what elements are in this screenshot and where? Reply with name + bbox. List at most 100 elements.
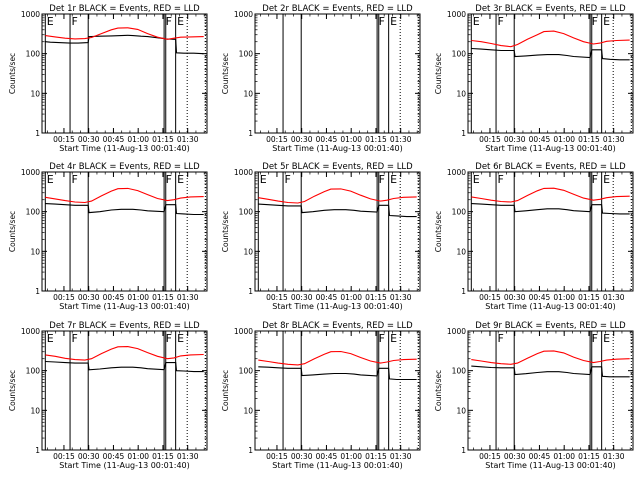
y-tick-label: 1 [35,129,40,138]
series-line-lld [45,187,204,204]
x-axis-label: Start Time (11-Aug-13 00:01:40) [485,461,616,470]
detector-panel-4: Det 4r BLACK = Events, RED = LLD 1 10 100 10… [8,162,208,311]
x-tick-label: 01:00 [127,135,149,144]
interval-marker-label: E [177,332,184,345]
detector-panel-8: Det 8r BLACK = Events, RED = LLD 1 10 100 10… [221,321,421,470]
series-line-lld [471,187,630,203]
interval-marker-label: E [177,15,184,28]
x-tick-label: 01:00 [553,293,575,302]
x-axis-label: Start Time (11-Aug-13 00:01:40) [272,461,403,470]
series-line-events [471,365,630,378]
y-tick-label: 1 [461,129,466,138]
x-tick-label: 01:30 [177,293,199,302]
x-tick-label: 01:30 [390,293,412,302]
plot-frame [254,171,421,292]
panel-title: Det 9r BLACK = Events, RED = LLD [475,321,626,331]
x-tick-label: 00:15 [53,452,75,461]
y-axis-label: Counts/sec [434,53,443,94]
x-axis-label: Start Time (11-Aug-13 00:01:40) [59,461,190,470]
series-line-events [258,366,417,381]
y-tick-label: 1 [248,446,253,455]
x-axis-label: Start Time (11-Aug-13 00:01:40) [272,302,403,311]
y-axis-label: Counts/sec [8,211,17,252]
interval-marker-label: E [473,173,480,186]
panel-title: Det 1r BLACK = Events, RED = LLD [49,4,200,14]
series-line-lld [258,350,417,366]
y-tick-label: 100 [452,50,467,59]
x-tick-label: 01:00 [340,452,362,461]
interval-marker-label: F [592,15,598,28]
interval-marker-label: F [166,15,172,28]
series-line-lld [45,27,204,40]
interval-marker-label: E [47,332,54,345]
y-tick-label: 1000 [447,327,466,336]
x-tick-label: 00:30 [78,452,100,461]
panel-title: Det 2r BLACK = Events, RED = LLD [262,4,413,14]
x-tick-label: 01:15 [365,452,387,461]
x-tick-label: 01:30 [390,135,412,144]
plot-frame [41,13,208,134]
x-tick-label: 00:45 [103,452,125,461]
x-tick-label: 01:00 [340,293,362,302]
x-tick-label: 00:15 [53,135,75,144]
y-tick-label: 1 [35,446,40,455]
x-axis-label: Start Time (11-Aug-13 00:01:40) [485,144,616,153]
interval-marker-label: F [498,15,504,28]
interval-marker-label: E [603,332,610,345]
x-tick-label: 00:30 [291,452,313,461]
interval-marker-label: E [260,173,267,186]
x-tick-label: 00:30 [78,293,100,302]
y-tick-label: 1 [461,446,466,455]
interval-marker-label: F [72,173,78,186]
detector-panel-6: Det 6r BLACK = Events, RED = LLD 1 10 100 10… [434,162,634,311]
x-axis-label: Start Time (11-Aug-13 00:01:40) [485,302,616,311]
x-tick-label: 00:15 [266,293,288,302]
y-axis-label: Counts/sec [221,53,230,94]
interval-marker-label: F [498,332,504,345]
x-tick-label: 00:45 [316,452,338,461]
y-tick-label: 10 [30,406,40,415]
x-tick-label: 01:00 [340,135,362,144]
panel-title: Det 4r BLACK = Events, RED = LLD [49,162,200,172]
detector-panel-7: Det 7r BLACK = Events, RED = LLD 1 10 100 10… [8,321,208,470]
x-tick-label: 01:30 [603,135,625,144]
interval-marker-label: E [603,173,610,186]
y-tick-label: 100 [26,367,41,376]
y-tick-label: 100 [452,208,467,217]
detector-panel-9: Det 9r BLACK = Events, RED = LLD 1 10 100 10… [434,321,634,470]
y-tick-label: 100 [26,50,41,59]
plot-frame [254,13,421,134]
interval-marker-label: E [47,173,54,186]
x-tick-label: 01:15 [578,135,600,144]
y-tick-label: 10 [243,247,253,256]
x-axis-label: Start Time (11-Aug-13 00:01:40) [59,144,190,153]
y-axis-label: Counts/sec [221,211,230,252]
y-tick-label: 1000 [447,168,466,177]
interval-marker-label: E [177,173,184,186]
x-tick-label: 01:00 [127,452,149,461]
interval-marker-label: F [592,173,598,186]
panel-title: Det 5r BLACK = Events, RED = LLD [262,162,413,172]
plot-frame [41,171,208,292]
panel-title: Det 6r BLACK = Events, RED = LLD [475,162,626,172]
x-tick-label: 00:15 [266,135,288,144]
y-tick-label: 10 [243,406,253,415]
x-tick-label: 01:30 [603,293,625,302]
y-axis-label: Counts/sec [8,370,17,411]
detector-panel-1: Det 1r BLACK = Events, RED = LLD 1 10 100 10… [8,4,208,153]
x-tick-label: 00:30 [504,135,526,144]
x-tick-label: 00:30 [78,135,100,144]
y-tick-label: 1000 [234,327,253,336]
x-tick-label: 00:15 [479,135,501,144]
plot-frame [467,330,634,451]
y-tick-label: 1 [248,287,253,296]
interval-marker-label: F [72,15,78,28]
x-tick-label: 00:30 [504,293,526,302]
x-tick-label: 00:15 [53,293,75,302]
interval-marker-label: F [379,332,385,345]
series-line-lld [258,188,417,204]
interval-marker-label: E [603,15,610,28]
interval-marker-label: E [390,173,397,186]
plot-frame [41,330,208,451]
